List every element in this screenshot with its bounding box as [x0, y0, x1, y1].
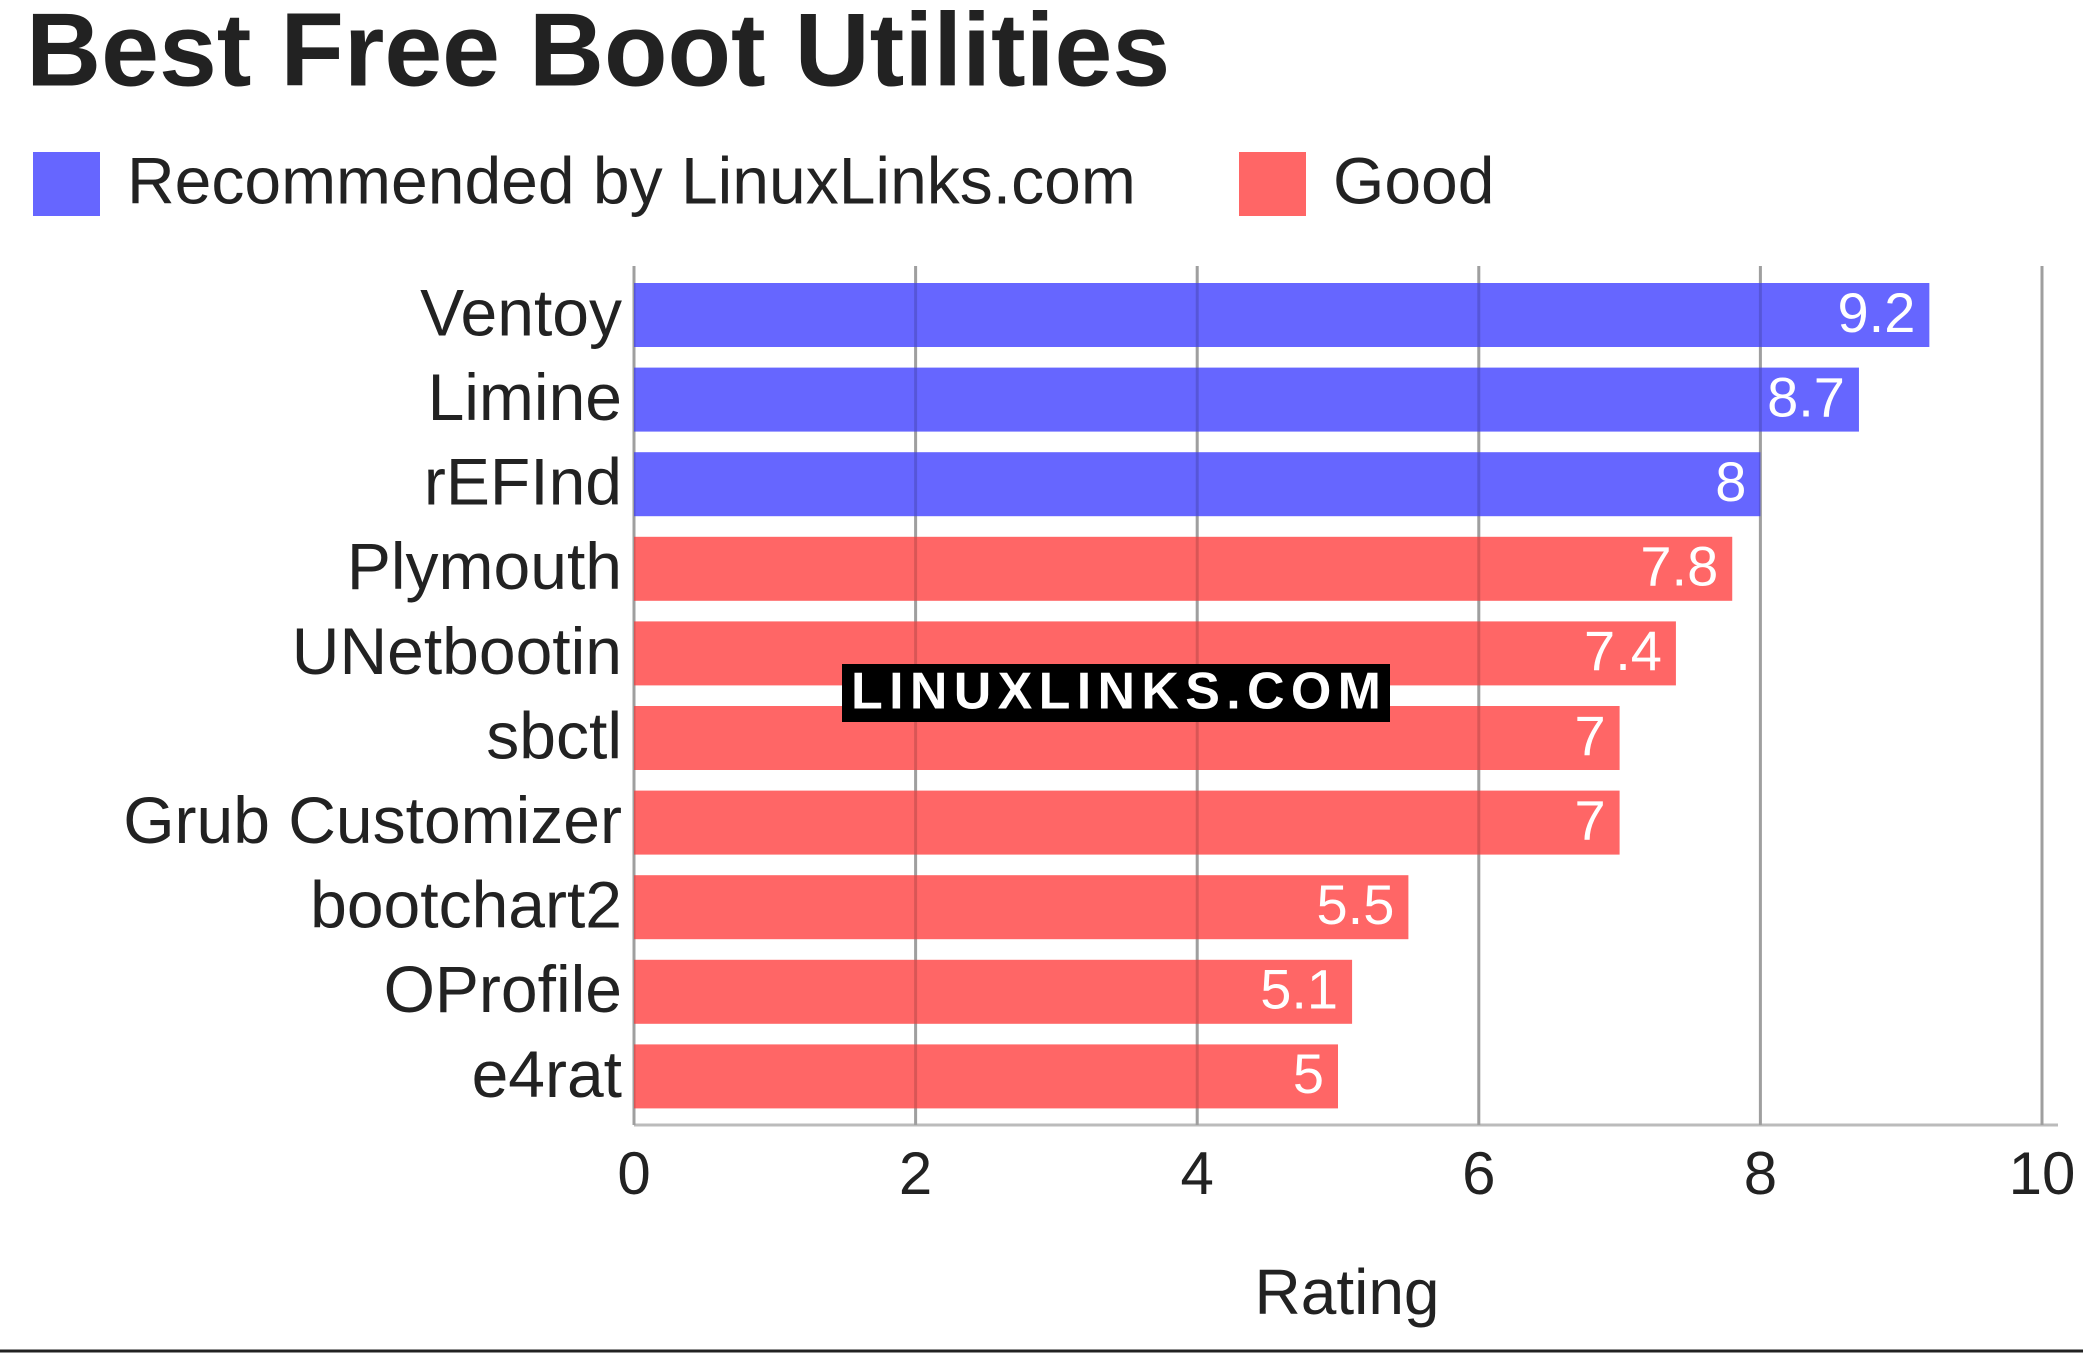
- value-label: 9.2: [1838, 281, 1916, 344]
- value-label: 7: [1574, 704, 1605, 767]
- value-label: 7.8: [1640, 535, 1718, 598]
- bar: [634, 283, 1930, 347]
- legend-swatch: [33, 152, 100, 216]
- bar: [634, 536, 1733, 601]
- y-tick-label: Ventoy: [420, 275, 622, 349]
- bar: [634, 1044, 1338, 1109]
- value-label: 7: [1574, 788, 1605, 851]
- bar: [634, 367, 1859, 432]
- x-tick-label: 8: [1744, 1140, 1777, 1207]
- chart-title: Best Free Boot Utilities: [26, 0, 1170, 108]
- value-label: 8.7: [1767, 365, 1845, 428]
- x-tick-label: 0: [617, 1140, 650, 1207]
- y-tick-label: Plymouth: [347, 529, 622, 603]
- y-tick-label: bootchart2: [310, 868, 622, 942]
- bar: [634, 959, 1353, 1024]
- y-tick-label: OProfile: [384, 952, 622, 1026]
- x-tick-label: 6: [1462, 1140, 1495, 1207]
- watermark: LINUXLINKS.COM: [851, 663, 1381, 721]
- watermark-bg: [842, 664, 1390, 722]
- y-tick-label: UNetbootin: [292, 614, 622, 688]
- bar: [634, 875, 1409, 940]
- value-label: 7.4: [1584, 619, 1662, 682]
- x-tick-label: 4: [1181, 1140, 1214, 1207]
- y-tick-label: rEFInd: [424, 445, 622, 519]
- bar: [634, 452, 1761, 517]
- value-label: 8: [1715, 450, 1746, 513]
- x-tick-label: 10: [2009, 1140, 2076, 1207]
- legend-label: Recommended by LinuxLinks.com: [127, 143, 1136, 217]
- y-tick-label: e4rat: [472, 1037, 622, 1111]
- legend-swatch: [1239, 152, 1306, 216]
- value-label: 5.1: [1260, 958, 1338, 1021]
- x-axis-label: Rating: [1255, 1256, 1440, 1328]
- legend-label: Good: [1333, 143, 1494, 217]
- x-tick-label: 2: [899, 1140, 932, 1207]
- y-tick-label: Limine: [428, 360, 622, 434]
- value-label: 5: [1293, 1042, 1324, 1105]
- y-tick-label: sbctl: [486, 698, 622, 772]
- value-label: 5.5: [1317, 873, 1395, 936]
- bar: [634, 790, 1620, 855]
- y-tick-label: Grub Customizer: [123, 783, 622, 857]
